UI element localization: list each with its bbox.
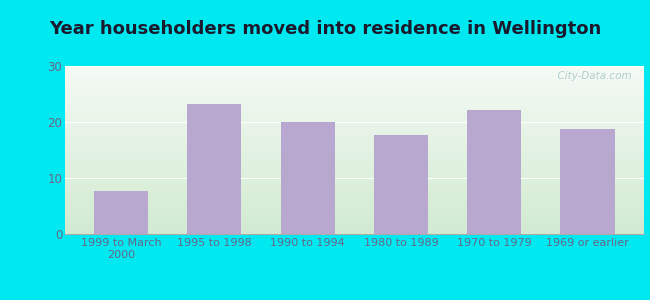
Text: City-Data.com: City-Data.com <box>551 71 632 81</box>
Bar <box>281 122 335 234</box>
Bar <box>560 129 615 234</box>
Bar <box>374 135 428 234</box>
Text: Year householders moved into residence in Wellington: Year householders moved into residence i… <box>49 20 601 38</box>
Bar <box>467 110 521 234</box>
Bar <box>94 191 148 234</box>
Bar <box>187 103 241 234</box>
